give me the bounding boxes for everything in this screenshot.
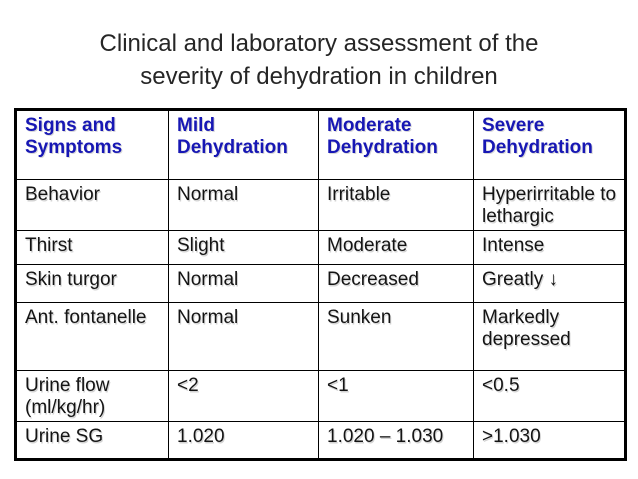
cell-urine-flow-mild: <2	[168, 370, 319, 422]
cell-urine-flow-severe: <0.5	[473, 370, 626, 422]
row-label-urine-sg: Urine SG	[15, 421, 169, 460]
table-row-urine-flow: Urine flow (ml/kg/hr) <2 <1 <0.5	[15, 370, 626, 422]
cell-skin-turgor-severe: Greatly ↓	[473, 264, 626, 303]
column-header-signs-and-symptoms: Signs and Symptoms	[15, 109, 169, 180]
cell-urine-flow-moderate: <1	[318, 370, 474, 422]
table-row-skin-turgor: Skin turgor Normal Decreased Greatly ↓	[15, 264, 626, 303]
column-header-severe-dehydration: Severe Dehydration	[473, 109, 626, 180]
cell-urine-sg-moderate: 1.020 – 1.030	[318, 421, 474, 460]
page-title: Clinical and laboratory assessment of th…	[0, 27, 638, 93]
cell-urine-sg-severe: >1.030	[473, 421, 626, 460]
page-title-line-2: severity of dehydration in children	[140, 63, 498, 90]
table-row-behavior: Behavior Normal Irritable Hyperirritable…	[15, 179, 626, 231]
row-label-thirst: Thirst	[15, 230, 169, 265]
dehydration-assessment-table: Signs and Symptoms Mild Dehydration Mode…	[14, 108, 627, 461]
row-label-skin-turgor: Skin turgor	[15, 264, 169, 303]
page-title-line-1: Clinical and laboratory assessment of th…	[99, 30, 539, 57]
cell-skin-turgor-mild: Normal	[168, 264, 319, 303]
table-header-row: Signs and Symptoms Mild Dehydration Mode…	[15, 109, 626, 180]
cell-thirst-mild: Slight	[168, 230, 319, 265]
cell-ant-fontanelle-mild: Normal	[168, 302, 319, 371]
cell-behavior-moderate: Irritable	[318, 179, 474, 231]
cell-skin-turgor-moderate: Decreased	[318, 264, 474, 303]
cell-behavior-severe: Hyperirritable to lethargic	[473, 179, 626, 231]
table-row-urine-sg: Urine SG 1.020 1.020 – 1.030 >1.030	[15, 421, 626, 460]
table-row-ant-fontanelle: Ant. fontanelle Normal Sunken Markedly d…	[15, 302, 626, 371]
row-label-ant-fontanelle: Ant. fontanelle	[15, 302, 169, 371]
column-header-mild-dehydration: Mild Dehydration	[168, 109, 319, 180]
row-label-urine-flow: Urine flow (ml/kg/hr)	[15, 370, 169, 422]
row-label-behavior: Behavior	[15, 179, 169, 231]
cell-ant-fontanelle-severe: Markedly depressed	[473, 302, 626, 371]
cell-thirst-severe: Intense	[473, 230, 626, 265]
cell-ant-fontanelle-moderate: Sunken	[318, 302, 474, 371]
cell-thirst-moderate: Moderate	[318, 230, 474, 265]
cell-behavior-mild: Normal	[168, 179, 319, 231]
cell-urine-sg-mild: 1.020	[168, 421, 319, 460]
column-header-moderate-dehydration: Moderate Dehydration	[318, 109, 474, 180]
table-row-thirst: Thirst Slight Moderate Intense	[15, 230, 626, 265]
